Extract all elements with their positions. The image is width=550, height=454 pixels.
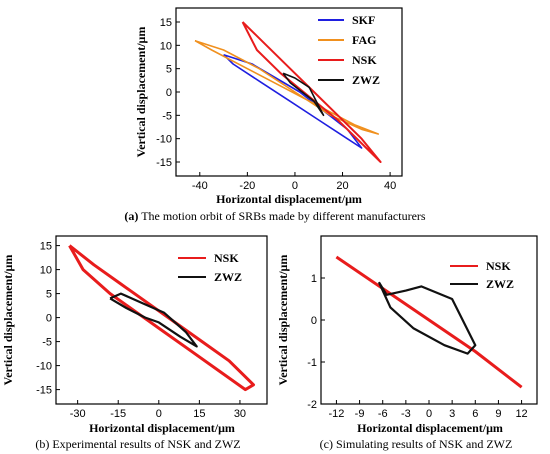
legend-label-a-nsk: NSK xyxy=(352,53,377,67)
y-tick-label-a-1: 10 xyxy=(160,40,172,52)
panel-a: -40 -20 0 20 40 15 10 5 0 -5 -10 -15 SKF FAG NSK ZWZ Ho… xyxy=(134,7,403,206)
x-axis-label-a: Horizontal displacement/μm xyxy=(216,192,362,206)
x-tick-label-b-1: -15 xyxy=(110,408,126,420)
caption-c: (c) Simulating results of NSK and ZWZ xyxy=(320,437,513,451)
x-tick-label-c-4: 0 xyxy=(426,408,432,420)
y-tick-label-b-6: -15 xyxy=(36,385,52,397)
x-tick-label-c-1: -9 xyxy=(355,408,365,420)
y-tick-label-a-2: 5 xyxy=(166,64,172,76)
y-tick-label-c-0: 1 xyxy=(311,273,317,285)
y-tick-label-a-5: -10 xyxy=(156,134,172,146)
x-tick-label-a-1: -20 xyxy=(239,180,255,192)
y-axis-label-c: Vertical displacement/μm xyxy=(276,255,290,386)
legend-label-c-zwz: ZWZ xyxy=(486,277,514,291)
caption-b: (b) Experimental results of NSK and ZWZ xyxy=(35,437,240,451)
y-tick-label-a-3: 0 xyxy=(166,87,172,99)
series-line-b-nsk xyxy=(68,244,255,392)
series-line-a-zwz xyxy=(282,72,325,117)
x-tick-label-a-4: 40 xyxy=(384,180,396,192)
x-axis-label-b: Horizontal displacement/μm xyxy=(89,421,235,435)
legend-label-a-zwz: ZWZ xyxy=(352,73,380,87)
y-tick-label-c-2: -1 xyxy=(307,357,317,369)
x-tick-label-b-4: 30 xyxy=(234,408,246,420)
y-tick-label-a-6: -15 xyxy=(156,157,172,169)
x-axis-label-c: Horizontal displacement/μm xyxy=(357,421,503,435)
panel-c: -12 -9 -6 -3 0 3 6 9 12 1 0 -1 -2 NSK ZWZ Horizontal d… xyxy=(276,235,538,435)
x-tick-label-c-2: -6 xyxy=(378,408,388,420)
x-tick-label-b-2: 0 xyxy=(156,408,162,420)
x-tick-label-c-5: 3 xyxy=(449,408,455,420)
x-tick-label-b-3: 15 xyxy=(193,408,205,420)
legend-label-a-fag: FAG xyxy=(352,33,376,47)
caption-a-prefix: (a) xyxy=(124,209,138,223)
caption-a-text: The motion orbit of SRBs made by differe… xyxy=(138,209,425,223)
panel-b: -30 -15 0 15 30 15 10 5 0 -5 -10 -15 NSK ZWZ Horizont… xyxy=(1,235,268,435)
plot-frame-b xyxy=(55,235,268,405)
y-tick-label-b-0: 15 xyxy=(40,241,52,253)
y-tick-label-c-1: 0 xyxy=(311,315,317,327)
caption-a: (a) The motion orbit of SRBs made by dif… xyxy=(124,209,425,223)
x-tick-label-c-6: 6 xyxy=(472,408,478,420)
series-line-b-zwz xyxy=(109,292,198,348)
y-axis-label-b: Vertical displacement/μm xyxy=(1,255,15,386)
x-tick-label-a-3: 20 xyxy=(336,180,348,192)
y-tick-label-b-5: -10 xyxy=(36,361,52,373)
legend-label-a-skf: SKF xyxy=(352,13,375,27)
series-line-a-nsk xyxy=(241,21,382,163)
y-tick-label-a-4: -5 xyxy=(162,110,172,122)
x-tick-label-a-2: 0 xyxy=(292,180,298,192)
x-tick-label-c-8: 12 xyxy=(515,408,527,420)
x-tick-label-c-3: -3 xyxy=(401,408,411,420)
series-line-a-fag xyxy=(194,39,380,135)
legend-label-b-zwz: ZWZ xyxy=(214,270,242,284)
y-axis-label-a: Vertical displacement/μm xyxy=(134,27,148,158)
legend-label-b-nsk: NSK xyxy=(214,251,239,265)
series-line-a-skf xyxy=(223,53,363,149)
y-tick-label-b-3: 0 xyxy=(46,313,52,325)
legend-label-c-nsk: NSK xyxy=(486,259,511,273)
x-tick-label-c-0: -12 xyxy=(328,408,344,420)
series-line-c-zwz xyxy=(377,281,477,355)
x-tick-label-a-0: -40 xyxy=(192,180,208,192)
series-line-c-nsk xyxy=(335,255,523,389)
y-tick-label-c-3: -2 xyxy=(307,399,317,411)
y-tick-label-b-1: 10 xyxy=(40,265,52,277)
x-tick-label-b-0: -30 xyxy=(70,408,86,420)
y-tick-label-a-0: 15 xyxy=(160,17,172,29)
y-tick-label-b-2: 5 xyxy=(46,289,52,301)
x-tick-label-c-7: 9 xyxy=(495,408,501,420)
y-tick-label-b-4: -5 xyxy=(42,337,52,349)
